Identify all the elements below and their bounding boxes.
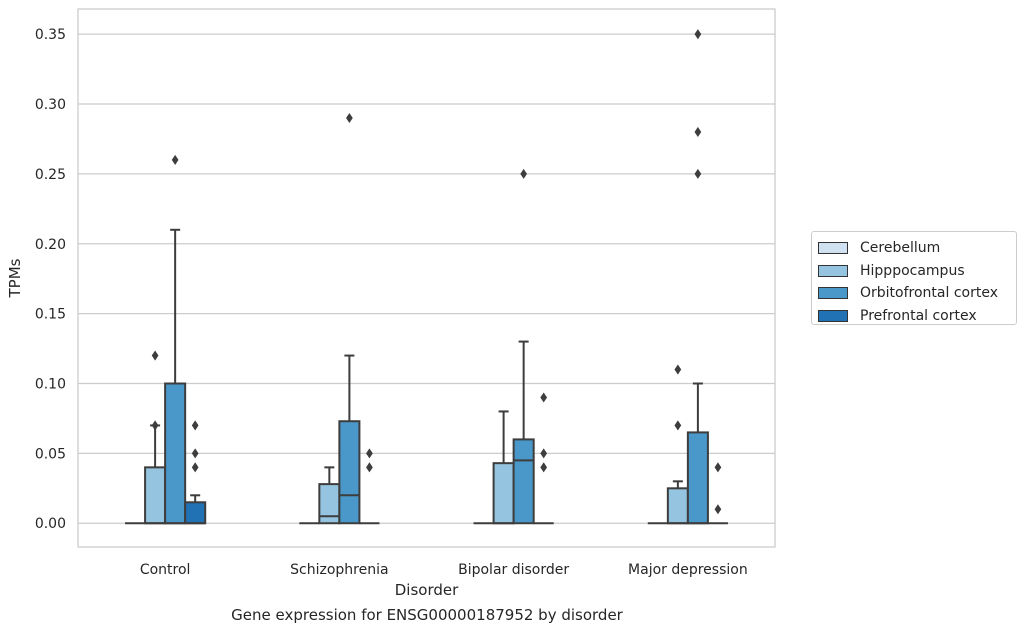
box-body	[184, 501, 207, 525]
outlier-point	[520, 168, 528, 179]
outlier-point	[674, 364, 682, 375]
outlier-point	[346, 112, 353, 124]
box-hipppocampus	[318, 466, 341, 525]
plot-frame	[77, 8, 776, 548]
box-body	[686, 431, 709, 525]
legend-swatch	[818, 242, 848, 255]
outlier-point	[674, 420, 682, 431]
x-tick-label: Schizophrenia	[290, 562, 388, 578]
box-body	[338, 420, 361, 525]
outlier-point	[540, 448, 548, 459]
box-body	[164, 382, 187, 525]
outlier-point	[694, 29, 702, 40]
outlier-point	[171, 154, 179, 165]
box-prefrontal-cortex	[184, 420, 207, 525]
legend-item: Orbitofrontal cortex	[818, 282, 1010, 305]
y-tick-label: 0.05	[35, 446, 66, 462]
y-tick-label: 0.30	[35, 97, 66, 113]
box-hipppocampus	[144, 350, 167, 525]
legend-swatch	[818, 287, 848, 300]
box-series	[125, 29, 728, 525]
outlier-point	[714, 462, 722, 473]
legend-label: Prefrontal cortex	[860, 307, 977, 324]
outlier-point	[540, 392, 548, 403]
x-tick-label: Major depression	[628, 562, 748, 578]
outlier-point	[714, 504, 722, 515]
legend-label: Cerebellum	[860, 240, 941, 257]
x-axis: Control Schizophrenia Bipolar disorder Majo…	[140, 562, 748, 578]
box-prefrontal-cortex	[533, 392, 554, 525]
y-tick-label: 0.10	[35, 377, 66, 393]
legend-item: Prefrontal cortex	[818, 305, 1010, 328]
outlier-point	[694, 126, 702, 138]
x-tick-label: Control	[140, 562, 191, 578]
legend: Cerebellum Hipppocampus Orbitofrontal cort…	[811, 231, 1017, 325]
outlier-point	[540, 462, 548, 473]
box-orbitofrontal-cortex	[686, 29, 709, 525]
x-axis-title: Disorder	[395, 581, 459, 599]
outlier-point	[151, 350, 159, 361]
box-body	[144, 466, 167, 525]
box-body	[666, 487, 689, 525]
box-body	[512, 438, 535, 525]
outlier-point	[366, 462, 373, 473]
box-prefrontal-cortex	[359, 448, 380, 525]
legend-item: Cerebellum	[818, 237, 1010, 260]
y-tick-label: 0.20	[35, 237, 66, 253]
box-body	[318, 483, 341, 525]
outlier-point	[151, 420, 159, 431]
outlier-point	[366, 448, 373, 459]
outlier-point	[694, 168, 702, 179]
legend-swatch	[818, 264, 848, 277]
box-orbitofrontal-cortex	[338, 112, 361, 525]
box-orbitofrontal-cortex	[512, 168, 535, 525]
y-axis: 0.00 0.05 0.10 0.15 0.20 0.25 0.30 0.35	[35, 27, 66, 532]
legend-label: Hipppocampus	[860, 262, 965, 279]
box-body	[492, 462, 515, 525]
box-prefrontal-cortex	[707, 462, 728, 525]
y-tick-label: 0.35	[35, 27, 66, 43]
box-orbitofrontal-cortex	[164, 154, 187, 525]
legend-label: Orbitofrontal cortex	[860, 285, 998, 302]
legend-swatch	[818, 309, 848, 322]
y-tick-label: 0.00	[35, 516, 66, 532]
x-tick-label: Bipolar disorder	[458, 562, 569, 578]
outlier-point	[191, 448, 199, 459]
outlier-point	[191, 462, 199, 473]
box-hipppocampus	[666, 364, 689, 525]
y-tick-label: 0.15	[35, 307, 66, 323]
legend-item: Hipppocampus	[818, 260, 1010, 283]
outlier-point	[191, 420, 199, 431]
y-tick-label: 0.25	[35, 167, 66, 183]
box-hipppocampus	[492, 410, 515, 525]
chart-caption: Gene expression for ENSG00000187952 by d…	[231, 606, 623, 624]
y-axis-title: TPMs	[6, 258, 24, 298]
